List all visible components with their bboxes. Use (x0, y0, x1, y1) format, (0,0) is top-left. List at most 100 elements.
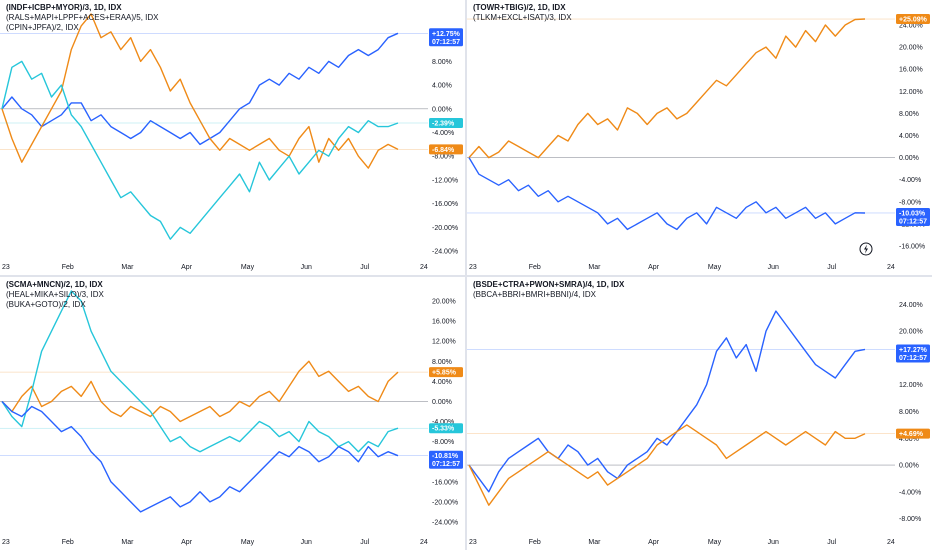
x-tick-label: May (708, 264, 722, 271)
series-line[interactable] (1, 360, 399, 423)
chart-legend: (SCMA+MNCN)/2, 1D, IDX (HEAL+MIKA+SILO)/… (6, 280, 104, 310)
y-tick-label: -8.00% (432, 154, 454, 161)
lightning-icon[interactable] (859, 242, 873, 256)
y-tick-label: 24.00% (899, 23, 923, 30)
series-line[interactable] (468, 18, 866, 159)
y-tick-label: 8.00% (432, 59, 452, 66)
legend-main-symbol[interactable]: (BSDE+CTRA+PWON+SMRA)/4, 1D, IDX (473, 280, 625, 289)
legend-compare-symbol[interactable]: (CPIN+JPFA)/2, IDX (6, 23, 79, 32)
series-line[interactable] (1, 13, 399, 169)
last-value-label: +25.09% (899, 17, 928, 24)
chart-canvas[interactable]: 24.00%20.00%16.00%12.00%8.00%4.00%0.00%-… (467, 0, 932, 275)
last-value-badge: +5.85% (429, 367, 463, 378)
last-value-label: +17.27% (899, 347, 928, 354)
series-line[interactable] (468, 157, 866, 231)
x-tick-label: Feb (62, 264, 74, 271)
x-tick-label: Jun (768, 539, 779, 546)
chart-panel-top-left[interactable]: 8.00% 4.00% 0.00% -4.00% -8.00% -12.00% -16.00… (0, 0, 465, 275)
chart-panel-bottom-left[interactable]: 20.00% 16.00% 12.00% 8.00% 4.00% 0.00% -4.00% -… (0, 277, 465, 550)
chart-panel-bottom-right[interactable]: 24.00%20.00%16.00%12.00%8.00%4.00%0.00%-… (467, 277, 932, 550)
y-tick-label: -8.00% (432, 439, 454, 446)
y-tick-label: 20.00% (899, 45, 923, 52)
chart-canvas[interactable]: 24.00%20.00%16.00%12.00%8.00%4.00%0.00%-… (467, 277, 932, 550)
y-tick-label: 12.00% (899, 382, 923, 389)
x-tick-label: Jul (360, 539, 369, 546)
y-tick-label: -20.00% (432, 499, 458, 506)
y-tick-label: -16.00% (432, 201, 458, 208)
legend-compare-symbol[interactable]: (TLKM+EXCL+ISAT)/3, IDX (473, 13, 572, 22)
x-tick-label: Apr (181, 539, 193, 546)
last-value-badge: +12.75%07:12:57 (429, 28, 463, 47)
badge-background (429, 117, 463, 128)
x-tick-label: 24 (420, 264, 428, 271)
badge-background (429, 367, 463, 378)
y-tick-label: -4.00% (899, 177, 921, 184)
last-value-label: -5.33% (432, 426, 455, 433)
last-value-label: +5.85% (432, 370, 457, 377)
legend-compare-symbol[interactable]: (BBCA+BBRI+BMRI+BBNI)/4, IDX (473, 290, 596, 299)
x-tick-label: May (708, 539, 722, 546)
last-value-badge: -6.84% (429, 144, 463, 155)
last-value-badge: +25.09% (896, 14, 930, 25)
last-value-badge: +4.69% (896, 428, 930, 439)
y-tick-label: 8.00% (899, 409, 919, 416)
time-label: 07:12:57 (899, 355, 927, 362)
y-tick-label: -12.00% (432, 177, 458, 184)
last-value-label: +12.75% (432, 31, 461, 38)
time-label: 07:12:57 (432, 461, 460, 468)
x-tick-label: Mar (121, 539, 134, 546)
legend-compare-symbol[interactable]: (RALS+MAPI+LPPF+ACES+ERAA)/5, IDX (6, 13, 159, 22)
last-value-label: +4.69% (899, 431, 924, 438)
legend-main-symbol[interactable]: (SCMA+MNCN)/2, 1D, IDX (6, 280, 103, 289)
x-tick-label: Jun (768, 264, 779, 271)
x-tick-label: Jul (360, 264, 369, 271)
y-tick-label: -8.00% (899, 199, 921, 206)
y-tick-label: 12.00% (432, 339, 456, 346)
y-tick-label: 4.00% (899, 436, 919, 443)
last-value-label: -10.03% (899, 210, 926, 217)
chart-panel-top-right[interactable]: 24.00% 20.00% 16.00% 12.00% 8.00% 4.00% 0.00% -… (467, 0, 932, 275)
series-line[interactable] (1, 60, 399, 240)
y-tick-label: 8.00% (899, 111, 919, 118)
x-tick-label: 23 (469, 539, 477, 546)
badge-background (429, 28, 463, 47)
y-tick-label: 4.00% (432, 83, 452, 90)
y-tick-label: -4.00% (432, 130, 454, 137)
legend-compare-symbol[interactable]: (HEAL+MIKA+SILO)/3, IDX (6, 290, 104, 299)
panel-divider-horizontal[interactable] (0, 275, 932, 277)
x-tick-label: Jul (827, 264, 836, 271)
x-tick-label: 24 (887, 539, 895, 546)
y-tick-label: -4.00% (432, 419, 454, 426)
legend-compare-symbol[interactable]: (BUKA+GOTO)/2, IDX (6, 300, 86, 309)
y-tick-label: 16.00% (899, 67, 923, 74)
chart-canvas[interactable]: 8.00% 4.00% 0.00% -4.00% -8.00% -12.00% -16.00… (0, 0, 465, 275)
legend-main-symbol[interactable]: (INDF+ICBP+MYOR)/3, 1D, IDX (6, 3, 122, 12)
x-tick-label: Apr (181, 264, 193, 271)
x-tick-label: 23 (2, 264, 10, 271)
y-tick-label: 4.00% (432, 379, 452, 386)
y-tick-label: 0.00% (432, 399, 452, 406)
last-value-label: -6.84% (432, 147, 455, 154)
series-line[interactable] (1, 401, 399, 513)
badge-background (429, 450, 463, 469)
time-label: 07:12:57 (899, 218, 927, 225)
y-tick-label: 0.00% (432, 106, 452, 113)
series-line[interactable] (1, 290, 399, 453)
y-tick-label: -24.00% (432, 519, 458, 526)
y-tick-label: 12.00% (899, 89, 923, 96)
series-line[interactable] (468, 424, 866, 506)
time-label: 07:12:57 (432, 39, 460, 46)
y-tick-label: -20.00% (432, 225, 458, 232)
legend-main-symbol[interactable]: (TOWR+TBIG)/2, 1D, IDX (473, 3, 566, 12)
last-value-badge: -5.33% (429, 423, 463, 434)
y-tick-label: 24.00% (899, 302, 923, 309)
x-tick-label: Feb (62, 539, 74, 546)
last-value-badge: +17.27%07:12:57 (896, 344, 930, 363)
series-line[interactable] (468, 310, 866, 493)
chart-canvas[interactable]: 20.00%16.00%12.00%8.00%4.00%0.00%-4.00%-… (0, 277, 465, 550)
y-tick-label: 20.00% (432, 299, 456, 306)
last-value-badge: -10.03%07:12:57 (896, 207, 930, 226)
x-tick-label: 23 (469, 264, 477, 271)
y-tick-label: -24.00% (432, 249, 458, 256)
x-tick-label: Apr (648, 539, 660, 546)
